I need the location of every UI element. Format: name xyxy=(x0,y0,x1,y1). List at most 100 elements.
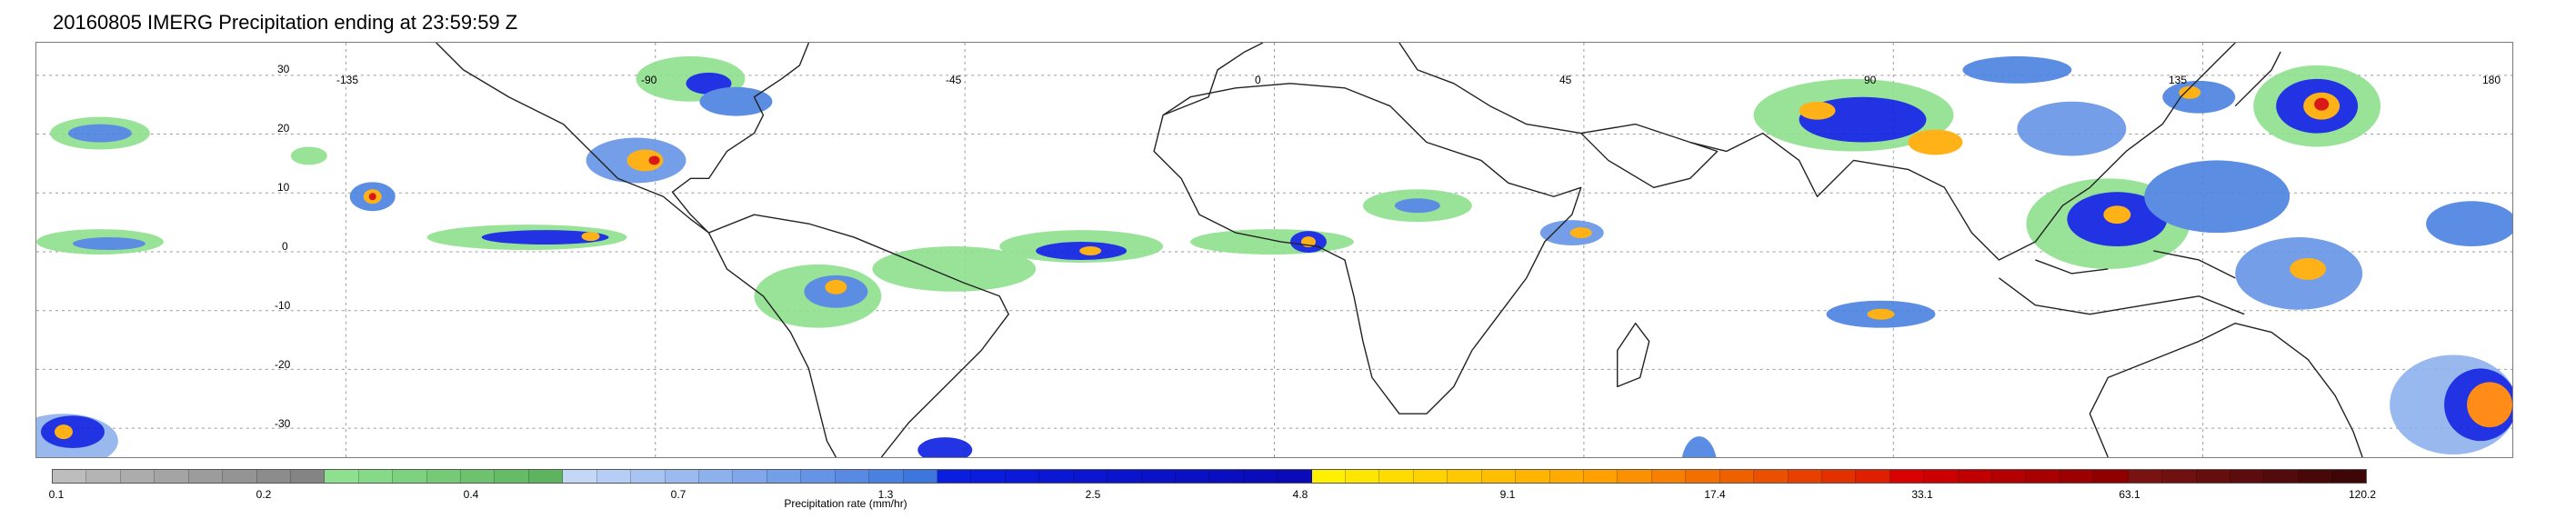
colorbar xyxy=(52,469,2367,484)
colorbar-segment xyxy=(1924,470,1959,483)
colorbar-segment xyxy=(1821,470,1857,483)
colorbar-segment xyxy=(1243,470,1278,483)
colorbar-segment xyxy=(1889,470,1925,483)
colorbar-segment xyxy=(188,470,224,483)
colorbar-tick-label: 1.3 xyxy=(877,488,894,501)
lon-label: 45 xyxy=(1559,74,1572,86)
colorbar-segment xyxy=(937,470,972,483)
colorbar-segment xyxy=(1413,470,1448,483)
lon-label: 135 xyxy=(2169,74,2188,86)
colorbar-segment xyxy=(767,470,802,483)
lon-label: -135 xyxy=(336,74,359,86)
colorbar-segment xyxy=(1278,470,1312,483)
lat-label: 30 xyxy=(277,63,290,75)
colorbar-segment xyxy=(2332,470,2366,483)
coastlines xyxy=(436,43,2363,457)
colorbar-segment xyxy=(223,470,257,483)
precipitation-field xyxy=(36,55,2512,457)
colorbar-segment xyxy=(1108,470,1142,483)
map-title: 20160805 IMERG Precipitation ending at 2… xyxy=(53,11,518,34)
lat-label: -10 xyxy=(275,299,291,312)
colorbar-segment xyxy=(53,470,87,483)
colorbar-segment xyxy=(1175,470,1210,483)
colorbar-segment xyxy=(1481,470,1517,483)
colorbar-segment xyxy=(869,470,904,483)
colorbar-segment xyxy=(971,470,1006,483)
colorbar-segment xyxy=(120,470,155,483)
colorbar-tick-label: 120.2 xyxy=(2348,488,2377,501)
lat-label: -20 xyxy=(275,358,291,371)
colorbar-segment xyxy=(1039,470,1074,483)
colorbar-segment xyxy=(2298,470,2333,483)
colorbar-segment xyxy=(426,470,462,483)
colorbar-segment xyxy=(2162,470,2197,483)
colorbar-tick-label: 63.1 xyxy=(2119,488,2140,501)
colorbar-segment xyxy=(1448,470,1482,483)
colorbar-segment xyxy=(1141,470,1176,483)
colorbar-segment xyxy=(2264,470,2299,483)
colorbar-segment xyxy=(631,470,666,483)
colorbar-segment xyxy=(596,470,632,483)
colorbar-segment xyxy=(1073,470,1108,483)
colorbar-segment xyxy=(733,470,767,483)
colorbar-segment xyxy=(1516,470,1550,483)
colorbar-segment xyxy=(1583,470,1619,483)
map-canvas xyxy=(36,43,2512,457)
colorbar-segment xyxy=(1379,470,1414,483)
colorbar-segment xyxy=(2196,470,2230,483)
lon-label: -45 xyxy=(946,74,962,86)
colorbar-segment xyxy=(1992,470,2027,483)
lon-label: 180 xyxy=(2482,74,2501,86)
colorbar-tick-label: 17.4 xyxy=(1704,488,1726,501)
colorbar-segment xyxy=(1686,470,1720,483)
colorbar-segment xyxy=(903,470,937,483)
lat-label: -30 xyxy=(275,417,291,430)
colorbar-segment xyxy=(665,470,700,483)
colorbar-segment xyxy=(1209,470,1244,483)
colorbar-segment xyxy=(358,470,394,483)
colorbar-tick-label: 4.8 xyxy=(1292,488,1308,501)
colorbar-segment xyxy=(2230,470,2265,483)
colorbar-segment xyxy=(1618,470,1652,483)
colorbar-segment xyxy=(1549,470,1584,483)
colorbar-segment xyxy=(2060,470,2095,483)
colorbar-segment xyxy=(1651,470,1687,483)
colorbar-segment xyxy=(1005,470,1040,483)
lat-label: 20 xyxy=(277,122,290,135)
colorbar-segment xyxy=(801,470,836,483)
colorbar-tick-label: 0.7 xyxy=(670,488,687,501)
colorbar-title: Precipitation rate (mm/hr) xyxy=(784,497,907,510)
colorbar-tick-label: 9.1 xyxy=(1499,488,1516,501)
colorbar-tick-label: 2.5 xyxy=(1085,488,1101,501)
colorbar-segment xyxy=(155,470,189,483)
colorbar-segment xyxy=(1719,470,1755,483)
lon-label: 0 xyxy=(1255,74,1261,86)
colorbar-segment xyxy=(699,470,734,483)
colorbar-segment xyxy=(2094,470,2129,483)
colorbar-segment xyxy=(563,470,597,483)
colorbar-segment xyxy=(1788,470,1822,483)
colorbar-tick-label: 0.1 xyxy=(48,488,65,501)
colorbar-segment xyxy=(461,470,496,483)
colorbar-tick-label: 33.1 xyxy=(1911,488,1933,501)
colorbar-segment xyxy=(290,470,326,483)
lat-label: 0 xyxy=(282,240,288,253)
colorbar-segment xyxy=(528,470,564,483)
lat-label: 10 xyxy=(277,181,290,194)
colorbar-segment xyxy=(1346,470,1380,483)
colorbar-segment xyxy=(393,470,427,483)
lon-label: 90 xyxy=(1864,74,1877,86)
colorbar-segment xyxy=(1754,470,1789,483)
colorbar-segment xyxy=(86,470,121,483)
precipitation-map[interactable]: -135 -90 -45 0 45 90 135 180 30 20 10 0 … xyxy=(35,42,2513,458)
colorbar-segment xyxy=(1856,470,1890,483)
colorbar-segment xyxy=(325,470,359,483)
colorbar-segment xyxy=(835,470,870,483)
colorbar-tick-label: 0.4 xyxy=(463,488,479,501)
colorbar-segment xyxy=(1958,470,1993,483)
colorbar-segment xyxy=(256,470,291,483)
colorbar-segment xyxy=(2026,470,2060,483)
colorbar-segment xyxy=(495,470,529,483)
lon-label: -90 xyxy=(641,74,657,86)
colorbar-tick-label: 0.2 xyxy=(256,488,272,501)
